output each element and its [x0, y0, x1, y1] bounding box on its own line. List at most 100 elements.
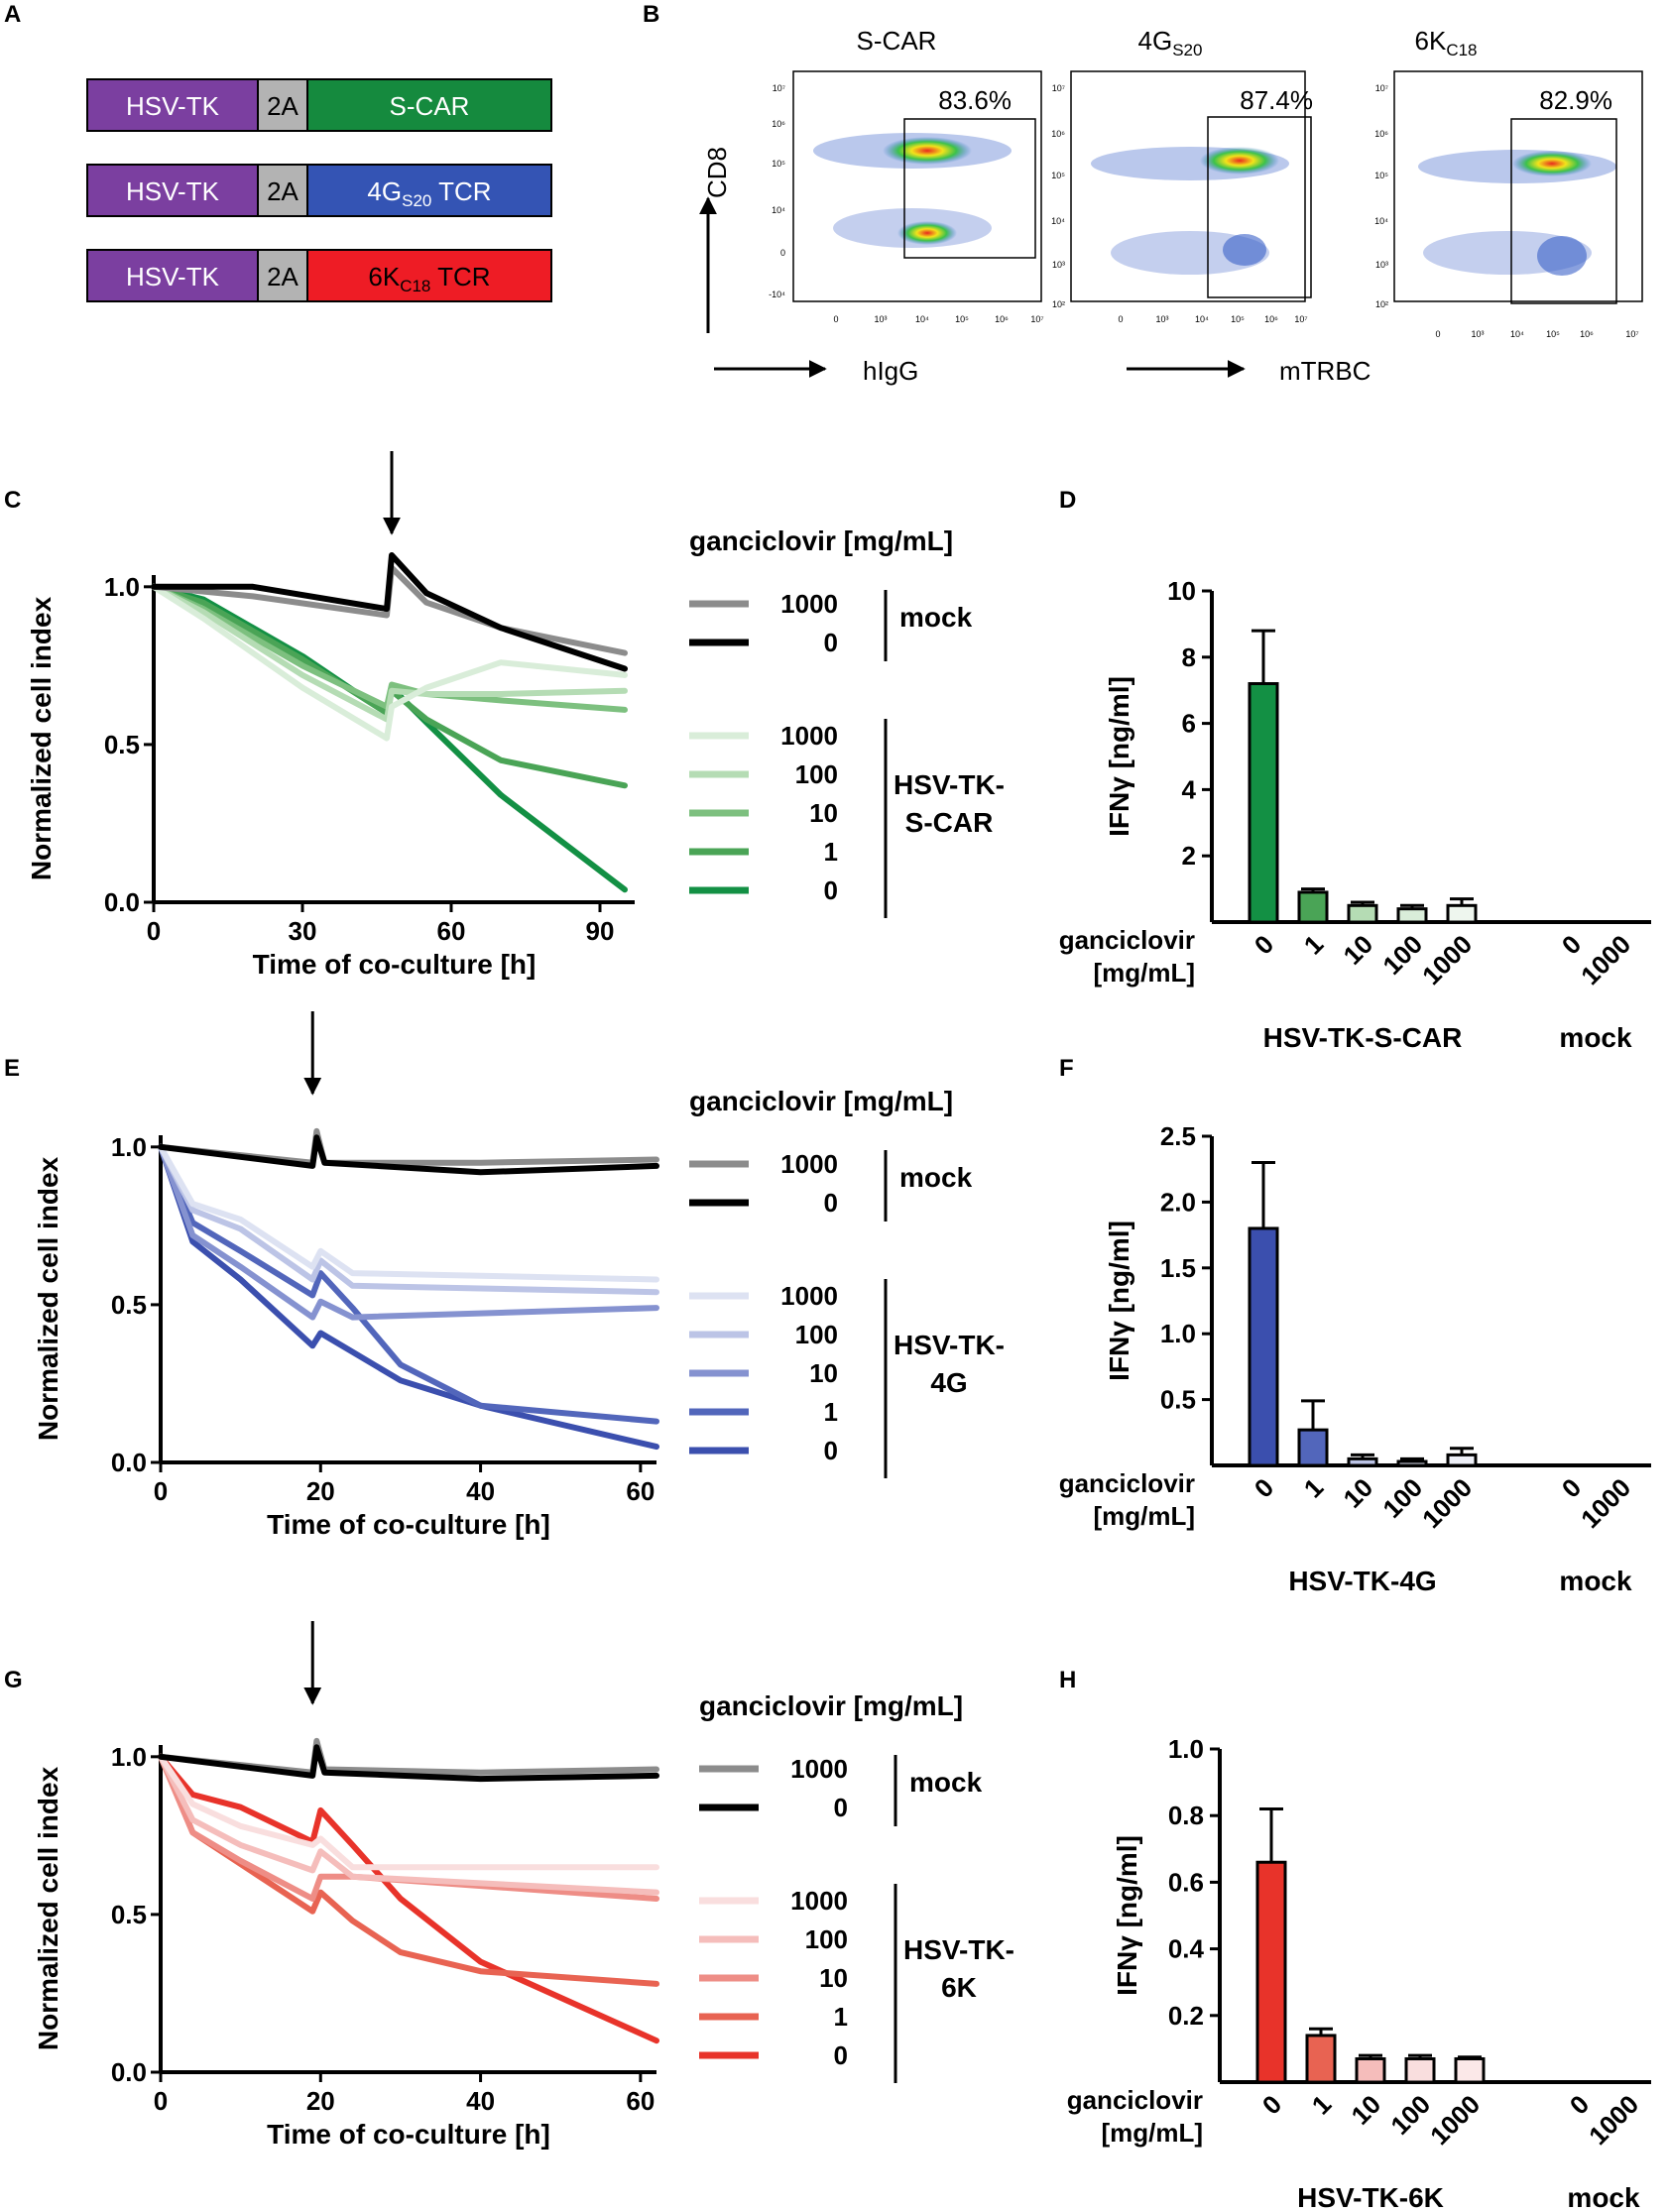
bar-treated-1	[1305, 2034, 1337, 2084]
legend-label: 10	[809, 798, 838, 828]
legend-label: 0	[834, 2040, 848, 2070]
x-tick: 10⁷	[1030, 314, 1043, 324]
construct-diagram: HSV-TK 2A S-CAR HSV-TK 2A 4GS20 TCR HSV-…	[86, 78, 552, 302]
bar-treated-0	[1248, 1226, 1279, 1467]
x-tick-label: 20	[306, 1476, 335, 1506]
gate-percent: 83.6%	[938, 85, 1012, 115]
y-tick: 10³	[1052, 260, 1065, 270]
dot-cloud-lower-hot	[1223, 234, 1266, 266]
construct-4g: HSV-TK 2A 4GS20 TCR	[86, 164, 552, 217]
bar-treated-10	[1347, 903, 1378, 924]
panel-label-d: D	[1059, 487, 1076, 514]
y-tick: 10⁶	[1374, 129, 1388, 139]
x-tick-label: 10	[1338, 1472, 1379, 1514]
y-tick-label: 0.2	[1168, 2001, 1204, 2031]
y-tick-label: 0.4	[1168, 1934, 1205, 1964]
series-line-ganciclovir-1000	[158, 1143, 659, 1283]
x-tick-label: 0	[1256, 2089, 1287, 2120]
series-line-ganciclovir-0	[158, 1143, 659, 1451]
y-tick-label: 4	[1182, 774, 1197, 804]
bar-treated-1000	[1446, 1453, 1478, 1467]
group-label-treated: HSV-TK-S-CAR	[1263, 1022, 1463, 1053]
flow-plot-6k: 82.9% 10⁷ 10⁶ 10⁵ 10⁴ 10³ 10² 0 10³ 10⁴ …	[1374, 70, 1643, 339]
series-line-ganciclovir-1	[158, 1143, 659, 1425]
x-axis-title: Time of co-culture [h]	[267, 1509, 550, 1540]
x-axis-title: Time of co-culture [h]	[253, 949, 536, 980]
two-a-segment	[257, 164, 308, 217]
bar-treated-0	[1255, 1860, 1287, 2084]
hsv-tk-segment	[86, 249, 259, 302]
x-tick: 10⁷	[1625, 329, 1638, 339]
y-tick-label: 8	[1182, 642, 1196, 672]
x-tick-label: 0	[1556, 1472, 1587, 1503]
legend-group-mock: mock	[909, 1767, 983, 1798]
group-label-treated: HSV-TK-4G	[1288, 1566, 1436, 1596]
y-tick-label: 0.5	[1160, 1385, 1196, 1415]
flow-title-s-car: S-CAR	[857, 26, 937, 56]
x-tick-label: 40	[466, 1476, 495, 1506]
x-tick: 0	[833, 314, 838, 324]
bar-treated-10	[1347, 1456, 1378, 1467]
legend-label: 0	[824, 1188, 838, 1218]
receptor-label: 6KC18 TCR	[368, 262, 490, 295]
two-a-label: 2A	[267, 176, 298, 206]
bar-treated-1000	[1446, 903, 1478, 924]
y-tick-label: 0.6	[1168, 1867, 1204, 1897]
y-tick: 10⁵	[1051, 171, 1065, 180]
x-tick-label: 1000	[1416, 1472, 1478, 1534]
x-tick-label: 1000	[1575, 929, 1636, 990]
y-tick: 10⁴	[772, 205, 785, 215]
y-tick-label: 0.0	[104, 887, 140, 917]
flow-title-6k: 6KC18	[1415, 26, 1478, 59]
group-label-treated: HSV-TK-6K	[1297, 2182, 1444, 2212]
mtrbc-label: mTRBC	[1279, 356, 1371, 386]
dot-cloud-hot	[1200, 147, 1279, 175]
x-tick: 10⁴	[915, 314, 929, 324]
legend-label: 100	[805, 1924, 848, 1954]
flow-plot-4g: 87.4% 10⁷ 10⁶ 10⁵ 10⁴ 10³ 10² 0 10³ 10⁴ …	[1051, 70, 1313, 324]
legend-label: 1000	[780, 721, 838, 751]
x-tick-label: 0	[1564, 2089, 1595, 2120]
receptor-segment	[306, 78, 552, 132]
x-tick-label: 40	[466, 2086, 495, 2116]
y-tick: 10³	[1375, 260, 1388, 270]
receptor-label: 4GS20 TCR	[367, 176, 491, 210]
x-tick-label: 1000	[1583, 2089, 1644, 2151]
group-label-mock: mock	[1559, 1022, 1632, 1053]
ganciclovir-row-label: ganciclovir [mg/mL]	[1059, 925, 1195, 988]
panel-label-h: H	[1059, 1667, 1076, 1693]
y-tick-label: 2.0	[1160, 1187, 1196, 1217]
x-tick-label: 90	[586, 916, 615, 946]
bar-treated-10	[1355, 2056, 1386, 2084]
higg-label: hIgG	[863, 356, 918, 386]
bar-treated-100	[1404, 2056, 1436, 2084]
legend-label: 0	[824, 1436, 838, 1465]
dot-cloud-hot	[883, 137, 972, 165]
y-tick: 10²	[1375, 299, 1388, 309]
legend-label: 10	[809, 1358, 838, 1388]
y-axis-title: Normalized cell index	[26, 596, 57, 880]
x-tick-label: 0	[154, 1476, 168, 1506]
x-tick-label: 10	[1346, 2089, 1387, 2131]
y-tick: 10⁶	[772, 119, 785, 129]
x-tick-label: 60	[626, 1476, 655, 1506]
x-tick-label: 1	[1306, 2089, 1337, 2120]
y-tick-label: 2	[1182, 841, 1196, 871]
x-tick: 10³	[1471, 329, 1484, 339]
legend-title: ganciclovir [mg/mL]	[689, 525, 953, 556]
legend-label: 1000	[780, 1281, 838, 1311]
gate-percent: 87.4%	[1240, 85, 1313, 115]
plot-frame	[1070, 70, 1306, 302]
y-axis-title: Normalized cell index	[33, 1156, 63, 1441]
hsv-tk-label: HSV-TK	[126, 262, 220, 291]
y-tick-label: 0.5	[111, 1900, 147, 1929]
x-tick: 0	[1435, 329, 1440, 339]
series-line-ganciclovir-10	[158, 1143, 659, 1321]
x-tick-label: 0	[1556, 929, 1587, 960]
x-tick-label: 1000	[1424, 2089, 1486, 2151]
x-tick-label: 60	[437, 916, 466, 946]
y-tick: 10²	[1052, 299, 1065, 309]
gate-percent: 82.9%	[1539, 85, 1612, 115]
legend-label: 100	[795, 1320, 838, 1349]
